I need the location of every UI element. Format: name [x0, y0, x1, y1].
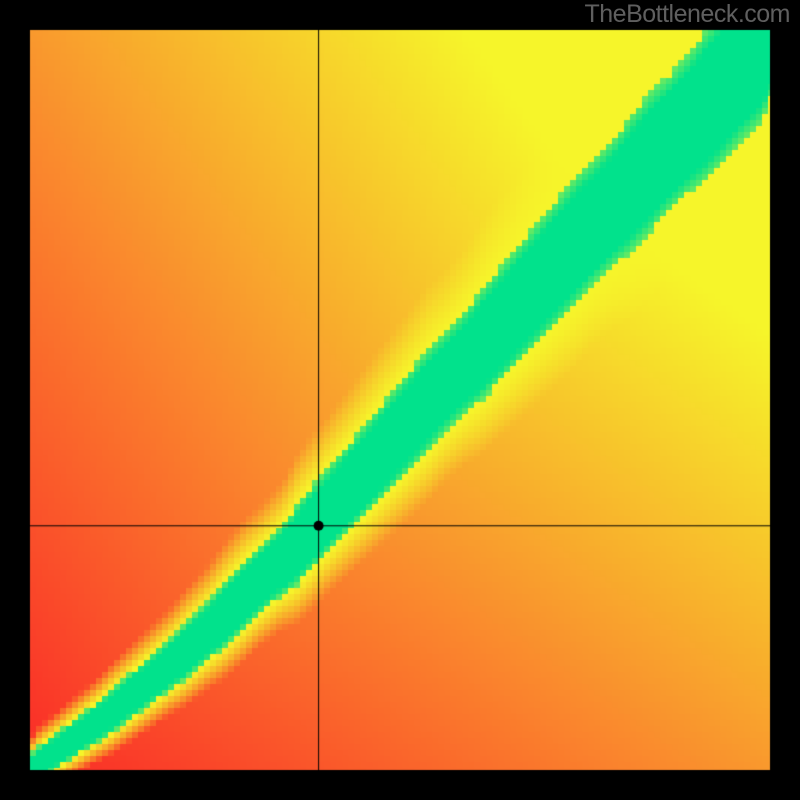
chart-stage: TheBottleneck.com — [0, 0, 800, 800]
attribution-label: TheBottleneck.com — [585, 0, 791, 29]
heatmap-canvas — [0, 0, 800, 800]
